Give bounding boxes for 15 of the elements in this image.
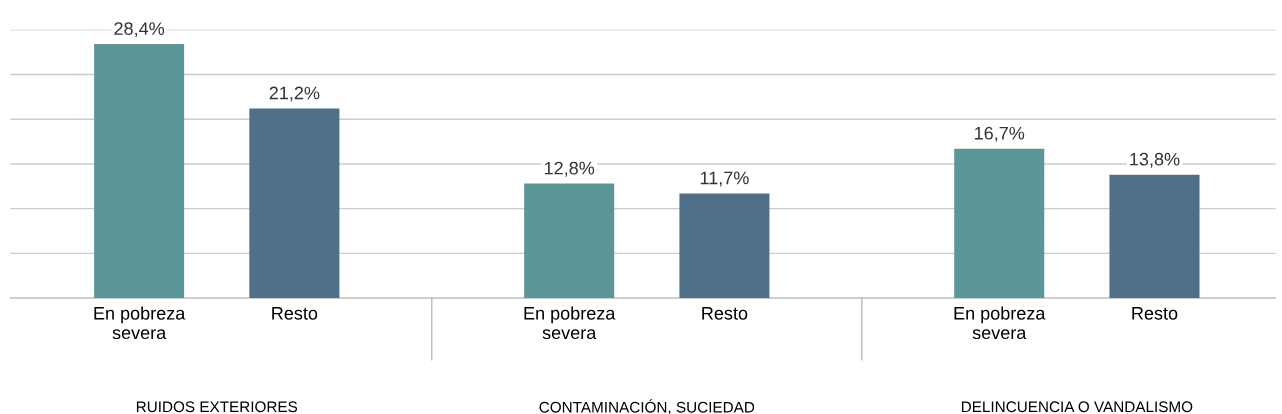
- x-tick-label: En pobreza severa: [524, 306, 616, 340]
- data-label: 21,2%: [269, 86, 320, 102]
- data-label: 12,8%: [544, 161, 595, 177]
- data-label: 13,8%: [1130, 152, 1180, 168]
- text: CONTAMINACIÓN, SUCIEDAD: [539, 399, 755, 414]
- text: DELINCUENCIA O VANDALISMO: [961, 401, 1193, 413]
- x-tick-label: Resto: [272, 307, 318, 320]
- data-label: 28,4%: [114, 22, 165, 38]
- x-tick-label: Resto: [1132, 307, 1178, 320]
- data-label: 11,7%: [700, 171, 749, 187]
- x-tick-label: En pobreza severa: [954, 306, 1046, 340]
- x-tick-label: Resto: [702, 307, 748, 320]
- text: RUIDOS EXTERIORES: [136, 401, 298, 413]
- data-label: 16,7%: [975, 126, 1025, 142]
- x-tick-label: En pobreza severa: [94, 306, 186, 340]
